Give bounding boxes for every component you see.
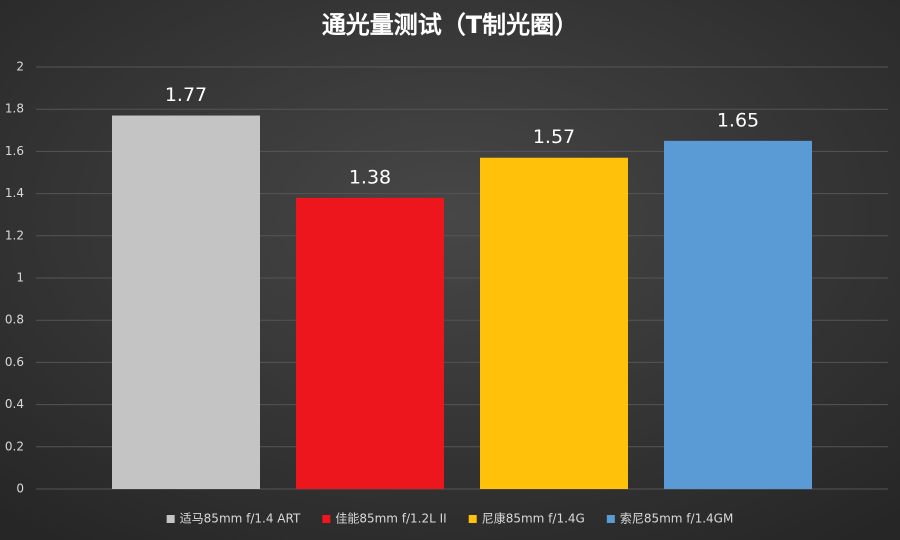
y-tick-label: 0.8: [5, 313, 24, 327]
y-tick-label: 2: [16, 60, 24, 74]
legend-marker: [322, 515, 331, 523]
y-tick-label: 0: [16, 482, 24, 496]
y-tick-label: 0.2: [5, 439, 24, 453]
legend-marker: [606, 515, 615, 523]
bar: [296, 197, 444, 489]
y-tick-label: 1.4: [5, 186, 24, 200]
bar: [664, 140, 812, 489]
legend-label: 佳能85mm f/1.2L II: [335, 512, 446, 526]
chart-title: 通光量测试（T制光圈）: [322, 11, 578, 39]
legend-marker: [166, 515, 175, 523]
value-label: 1.77: [165, 84, 207, 106]
bar: [112, 115, 260, 489]
value-label: 1.38: [349, 166, 391, 188]
legend-label: 索尼85mm f/1.4GM: [620, 512, 733, 526]
y-tick-label: 1.2: [5, 228, 24, 242]
legend-marker: [468, 515, 477, 523]
legend-label: 适马85mm f/1.4 ART: [180, 512, 301, 526]
y-tick-label: 0.4: [5, 397, 24, 411]
value-label: 1.65: [717, 109, 759, 131]
y-tick-label: 1: [16, 271, 24, 285]
y-tick-label: 0.6: [5, 355, 24, 369]
value-label: 1.57: [533, 126, 575, 148]
y-tick-label: 1.6: [5, 144, 24, 158]
legend-label: 尼康85mm f/1.4G: [482, 511, 585, 526]
y-tick-label: 1.8: [5, 102, 24, 116]
bar: [480, 157, 628, 490]
